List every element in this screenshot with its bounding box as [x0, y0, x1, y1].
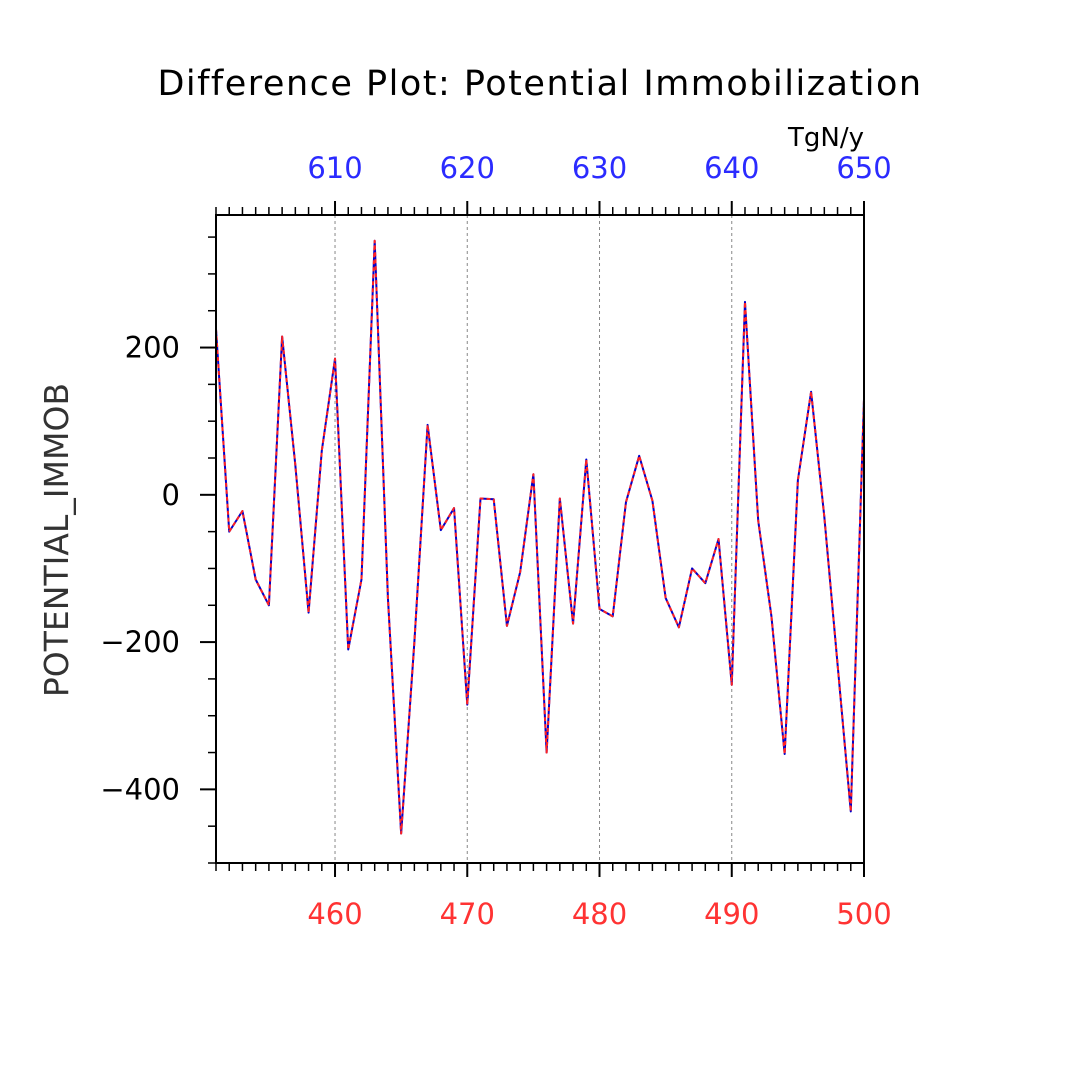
bottom-tick-label: 490 [704, 897, 759, 931]
bottom-tick-label: 470 [440, 897, 495, 931]
chart-title: Difference Plot: Potential Immobilizatio… [157, 64, 922, 104]
series-line-top [215, 239, 865, 835]
y-tick-label: −200 [100, 625, 180, 659]
axis-ticks [200, 201, 865, 877]
bottom-tick-label: 480 [572, 897, 627, 931]
top-tick-label: 610 [307, 151, 362, 185]
units-label: TgN/y [787, 123, 864, 153]
top-tick-label: 630 [572, 151, 627, 185]
y-tick-label: 0 [162, 478, 180, 512]
y-tick-label: −400 [100, 772, 180, 806]
plot-frame [215, 214, 865, 864]
gridlines [334, 215, 733, 863]
top-tick-label: 640 [704, 151, 759, 185]
tick-labels: 460 470 480 490 500 610 620 630 640 650 −400 −200 0 2… [100, 151, 891, 931]
top-tick-label: 650 [836, 151, 891, 185]
bottom-tick-label: 500 [836, 897, 891, 931]
bottom-tick-label: 460 [307, 897, 362, 931]
series-line-bottom [215, 239, 865, 835]
y-axis-label: POTENTIAL_IMMOB [37, 383, 76, 697]
data-series [215, 239, 865, 835]
y-tick-label: 200 [125, 331, 180, 365]
top-tick-label: 620 [440, 151, 495, 185]
